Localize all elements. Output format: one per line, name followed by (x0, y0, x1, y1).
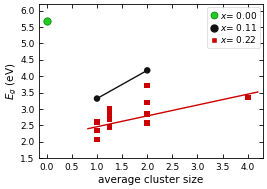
Point (95, 138, 99, 141)
Point (145, 69, 149, 72)
X-axis label: average cluster size: average cluster size (98, 175, 204, 185)
Point (95, 121, 99, 124)
Point (145, 112, 149, 115)
Point (145, 84, 149, 87)
Point (145, 121, 149, 124)
Point (45, 20, 49, 23)
Point (107, 116, 112, 119)
Point (95, 97, 99, 100)
Point (246, 96, 250, 99)
Legend: $x$= 0.00, $x$= 0.11, $x$= 0.22: $x$= 0.00, $x$= 0.11, $x$= 0.22 (207, 7, 260, 48)
Point (95, 129, 99, 132)
Point (107, 108, 112, 111)
Point (145, 101, 149, 104)
Y-axis label: $E_g$ (eV): $E_g$ (eV) (4, 63, 19, 100)
Point (107, 125, 112, 129)
Point (107, 111, 112, 114)
Point (107, 118, 112, 121)
